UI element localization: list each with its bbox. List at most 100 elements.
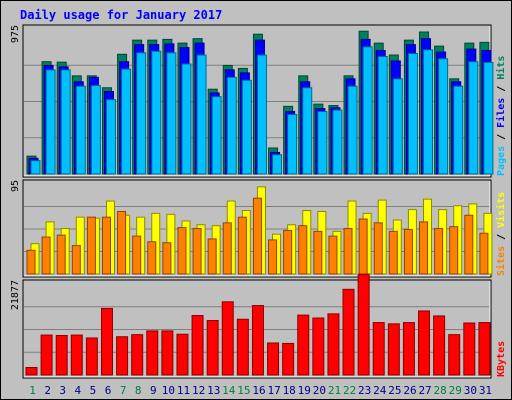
hits-bar-pages-day-26 — [407, 53, 418, 175]
kbytes-bar-kbytes-day-6 — [100, 307, 113, 376]
kbytes-bar-kbytes-day-9 — [146, 330, 159, 376]
visits-bar-sites-day-22 — [343, 228, 353, 275]
x-tick-label-day-13: 13 — [207, 384, 220, 397]
visits-bar-sites-day-3 — [56, 234, 66, 275]
hits-bar-pages-day-11 — [181, 63, 192, 175]
x-tick-label-day-6: 6 — [105, 384, 112, 397]
visits-bar-sites-day-31 — [479, 232, 489, 275]
kbytes-bar-kbytes-day-30 — [463, 322, 476, 376]
visits-series-label-part: Visits — [495, 192, 507, 228]
kbytes-bar-kbytes-day-18 — [282, 342, 295, 376]
visits-bar-sites-day-14 — [222, 222, 232, 275]
x-tick-label-day-4: 4 — [75, 384, 82, 397]
hits-bar-pages-day-27 — [423, 49, 434, 175]
hits-series-label-part: Files — [495, 98, 507, 128]
kbytes-bar-kbytes-day-31 — [478, 322, 491, 376]
x-tick-label-day-25: 25 — [388, 384, 401, 397]
x-tick-label-day-23: 23 — [358, 384, 371, 397]
kbytes-bar-kbytes-day-1 — [25, 367, 38, 376]
x-tick-label-day-20: 20 — [313, 384, 326, 397]
hits-bar-pages-day-21 — [332, 109, 343, 175]
kbytes-series-label: KBytes — [496, 341, 507, 377]
x-tick-label-day-10: 10 — [162, 384, 175, 397]
hits-bar-pages-day-19 — [302, 87, 313, 175]
x-tick-label-day-31: 31 — [479, 384, 492, 397]
visits-bar-sites-day-12 — [192, 228, 202, 275]
visits-bar-sites-day-8 — [132, 235, 142, 275]
kbytes-bar-kbytes-day-14 — [221, 301, 234, 376]
hits-bar-pages-day-23 — [362, 46, 373, 175]
kbytes-bar-kbytes-day-22 — [342, 288, 355, 376]
kbytes-panel: 21877 KBytes — [10, 273, 507, 379]
kbytes-bar-kbytes-day-15 — [236, 318, 249, 376]
x-axis-labels: 1 2 3 4 5 6 7 8 9 10 11 12 13 14 15 16 17 18 19 20 21 22 23 24 2… — [29, 384, 492, 397]
visits-max-label: 95 — [10, 180, 21, 192]
kbytes-bar-kbytes-day-20 — [312, 317, 325, 376]
hits-bar-pages-day-14 — [226, 76, 237, 175]
hits-max-label: 975 — [10, 25, 21, 43]
hits-bar-pages-day-3 — [60, 69, 71, 175]
hits-bar-pages-day-15 — [241, 79, 252, 175]
kbytes-bar-kbytes-day-29 — [448, 334, 461, 376]
x-tick-label-day-3: 3 — [59, 384, 66, 397]
visits-bar-sites-day-16 — [252, 197, 262, 275]
visits-panel: 95 Sites / Visits — [10, 179, 507, 278]
x-tick-label-day-22: 22 — [343, 384, 356, 397]
hits-bar-pages-day-29 — [453, 85, 464, 175]
hits-panel: 975 Pages / Files / Hits — [10, 24, 507, 178]
hits-bar-pages-day-28 — [438, 58, 449, 175]
hits-bar-pages-day-18 — [287, 114, 298, 175]
visits-bar-sites-day-27 — [419, 221, 429, 275]
hits-bar-pages-day-1 — [30, 160, 41, 175]
hits-bar-pages-day-13 — [211, 96, 222, 175]
hits-series-label-part: Pages — [496, 146, 507, 176]
visits-bar-sites-day-21 — [328, 235, 338, 275]
visits-bar-sites-day-20 — [313, 230, 323, 275]
x-tick-label-day-12: 12 — [192, 384, 205, 397]
kbytes-bar-kbytes-day-12 — [191, 315, 204, 376]
x-tick-label-day-28: 28 — [434, 384, 447, 397]
kbytes-max-label: 21877 — [10, 280, 21, 310]
visits-bar-sites-day-13 — [207, 238, 217, 275]
x-tick-label-day-26: 26 — [403, 384, 416, 397]
visits-bar-sites-day-24 — [373, 222, 383, 275]
visits-bar-sites-day-9 — [147, 241, 157, 275]
kbytes-bar-kbytes-day-13 — [206, 320, 219, 376]
hits-bar-pages-day-5 — [90, 85, 101, 175]
hits-series-label-part: / — [496, 80, 507, 98]
kbytes-bar-kbytes-day-11 — [176, 333, 189, 376]
x-tick-label-day-11: 11 — [177, 384, 190, 397]
x-tick-label-day-24: 24 — [373, 384, 387, 397]
visits-series-label: Sites / Visits — [495, 192, 507, 276]
visits-bar-sites-day-2 — [41, 236, 51, 275]
kbytes-bar-kbytes-day-25 — [387, 323, 400, 376]
x-tick-label-day-7: 7 — [120, 384, 127, 397]
x-tick-label-day-9: 9 — [150, 384, 157, 397]
x-tick-label-day-19: 19 — [298, 384, 311, 397]
x-tick-label-day-14: 14 — [222, 384, 236, 397]
visits-bar-sites-day-25 — [388, 230, 398, 275]
visits-bar-sites-day-30 — [464, 214, 474, 275]
hits-bar-pages-day-20 — [317, 111, 328, 175]
kbytes-bar-kbytes-day-24 — [372, 322, 385, 376]
hits-bar-pages-day-6 — [105, 99, 116, 175]
visits-series-label-part: Sites — [495, 246, 507, 276]
x-tick-label-day-8: 8 — [135, 384, 142, 397]
kbytes-bar-kbytes-day-23 — [357, 273, 370, 376]
x-tick-label-day-30: 30 — [464, 384, 477, 397]
kbytes-bar-kbytes-day-27 — [418, 310, 431, 376]
x-tick-label-day-15: 15 — [237, 384, 250, 397]
kbytes-bar-kbytes-day-2 — [40, 334, 53, 376]
visits-bar-sites-day-5 — [86, 216, 96, 275]
visits-bar-sites-day-19 — [298, 225, 308, 275]
kbytes-bar-kbytes-day-21 — [327, 313, 340, 376]
kbytes-bar-kbytes-day-16 — [251, 305, 264, 376]
visits-bar-sites-day-18 — [283, 229, 293, 275]
hits-bar-pages-day-30 — [468, 61, 479, 175]
kbytes-bar-kbytes-day-4 — [70, 334, 83, 376]
hits-bar-pages-day-24 — [377, 56, 388, 175]
x-tick-label-day-18: 18 — [283, 384, 296, 397]
kbytes-bar-kbytes-day-26 — [402, 322, 415, 376]
